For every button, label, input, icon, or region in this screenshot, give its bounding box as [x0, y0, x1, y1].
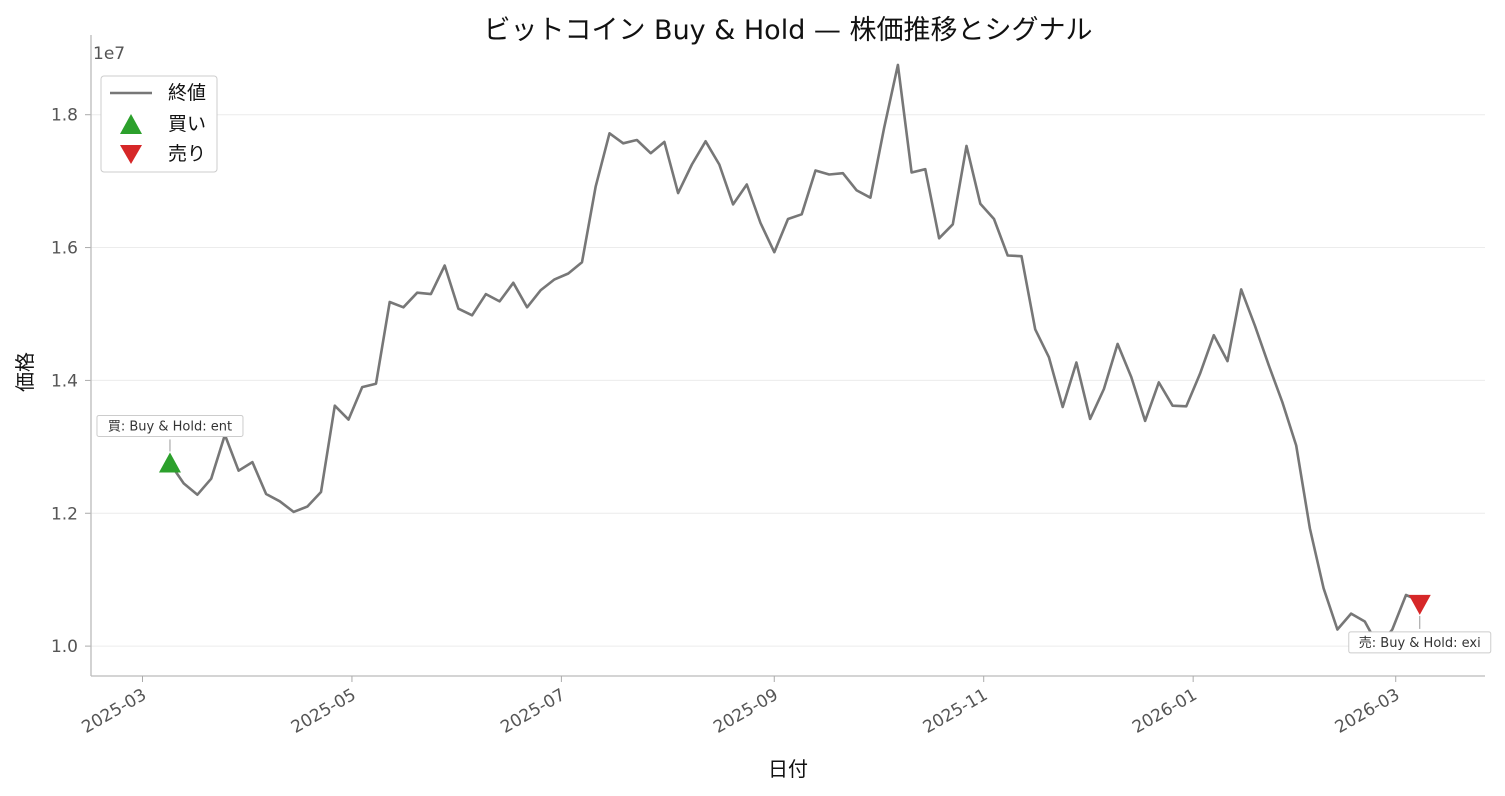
- legend-buy-swatch: [120, 114, 142, 134]
- buy-annotation-text: 買: Buy & Hold: ent: [108, 419, 232, 434]
- annotation-layer: 買: Buy & Hold: ent 売: Buy & Hold: exi: [96, 414, 1492, 654]
- y-tick-label: 1.4: [51, 371, 78, 391]
- y-tick-label: 1.6: [51, 239, 78, 259]
- y-axis-label: 価格: [13, 352, 37, 392]
- y-offset-label: 1e7: [93, 44, 125, 64]
- series-layer: [168, 63, 1422, 649]
- buy-marker: [158, 452, 181, 473]
- y-tick-label: 1.2: [51, 504, 78, 524]
- legend-sell-swatch: [120, 145, 142, 164]
- chart-title: ビットコイン Buy & Hold — 株価推移とシグナル: [483, 15, 1092, 46]
- legend-label-sell: 売り: [168, 143, 206, 165]
- buy-annotation-box: [96, 414, 244, 437]
- sell-annotation-box: [1348, 631, 1492, 654]
- legend-label-buy: 買い: [168, 113, 206, 135]
- close-price-line: [168, 63, 1422, 649]
- sell-marker: [1408, 594, 1431, 615]
- marker-layer: [158, 452, 1431, 615]
- y-tick-label: 1.8: [51, 106, 78, 126]
- y-tick-label: 1.0: [51, 637, 78, 657]
- sell-annotation-text: 売: Buy & Hold: exi: [1359, 635, 1481, 651]
- grid: [91, 114, 1485, 647]
- x-axis-label: 日付: [768, 757, 808, 781]
- legend-label-close: 終値: [168, 82, 206, 104]
